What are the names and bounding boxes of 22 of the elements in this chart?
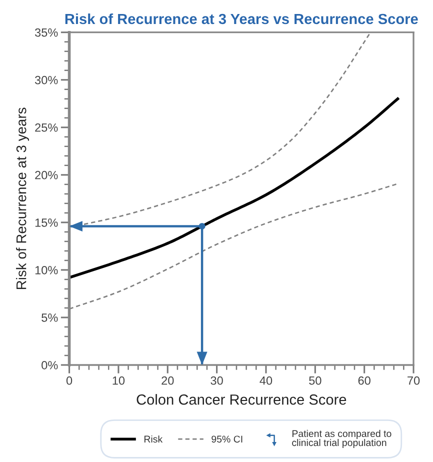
y-tick-label: 15%	[35, 218, 58, 227]
y-tick-label: 5%	[42, 314, 58, 322]
x-tick-label: 0	[66, 376, 72, 385]
x-tick-label: 70	[408, 376, 420, 385]
y-tick-label: 25%	[35, 123, 58, 132]
legend-label: Patient as compared to clinical trial population	[292, 430, 392, 448]
x-axis-title: Colon Cancer Recurrence Score	[136, 394, 346, 405]
x-tick-label: 20	[162, 376, 174, 385]
y-tick-label: 30%	[34, 76, 58, 84]
y-tick-label: 20%	[35, 170, 58, 180]
y-tick-label: 0%	[42, 361, 58, 370]
y-tick-label: 10%	[35, 266, 58, 274]
legend-label: Risk	[144, 435, 163, 443]
y-tick-label: 35%	[34, 28, 58, 37]
x-tick-label: 50	[309, 376, 322, 385]
y-axis-title: Risk of Recurrence at 3 years	[16, 108, 29, 289]
x-tick-label: 60	[358, 376, 370, 385]
chart-title: Risk of Recurrence at 3 Years vs Recurrence Score	[65, 13, 418, 24]
x-tick-label: 30	[210, 376, 223, 385]
x-tick-label: 40	[260, 376, 272, 385]
x-tick-label: 10	[112, 376, 125, 385]
legend-label: 95% CI	[212, 436, 242, 443]
